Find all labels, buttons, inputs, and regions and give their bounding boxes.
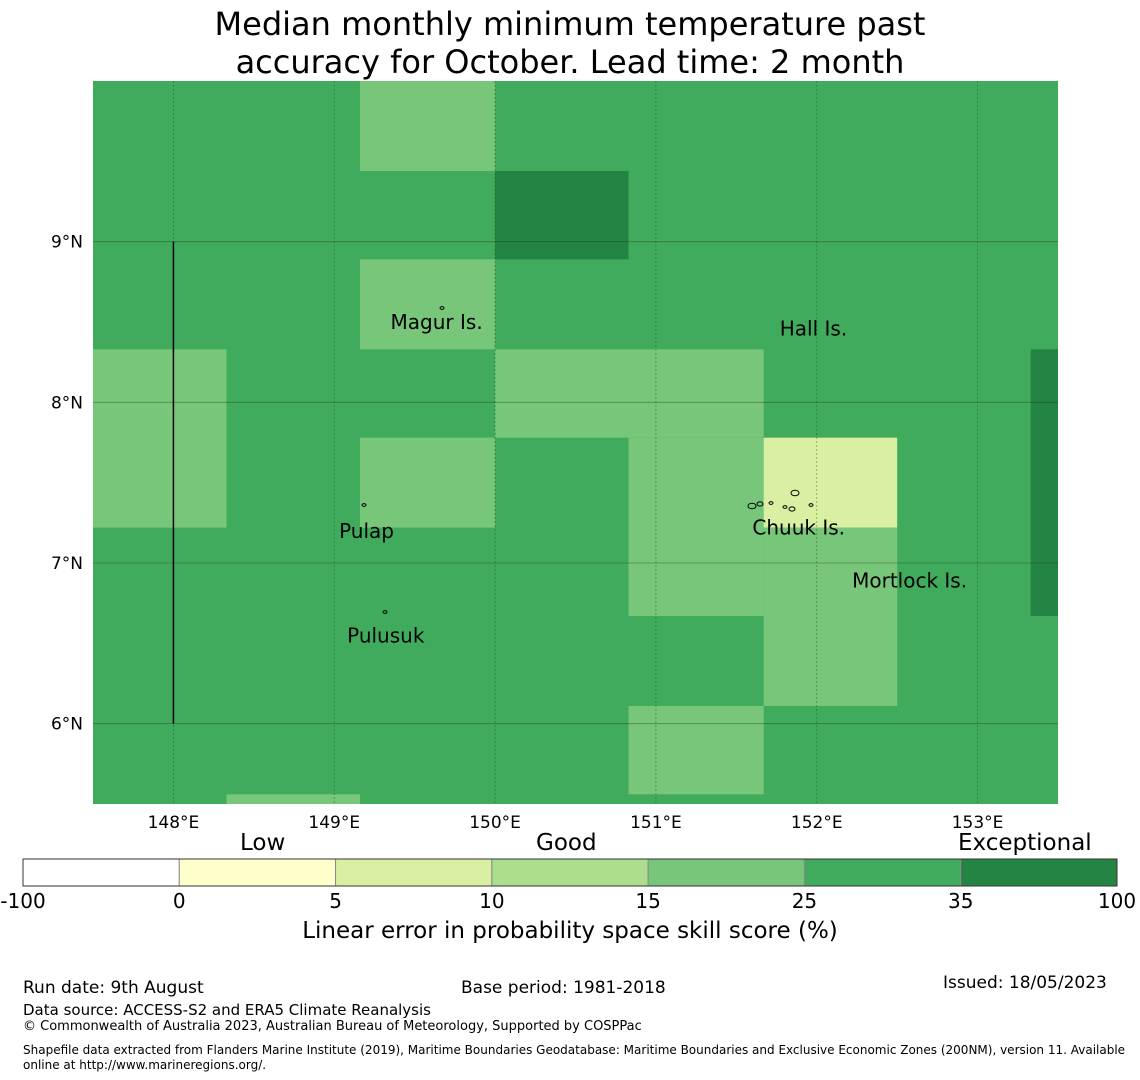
skill-grid-cell: [1030, 349, 1058, 617]
shapefile-credit: Shapefile data extracted from Flanders M…: [23, 1043, 1126, 1072]
place-label: Mortlock Is.: [852, 569, 967, 593]
colorbar-tick-label: 35: [948, 889, 973, 913]
skill-grid-cell: [495, 349, 764, 438]
data-source: Data source: ACCESS-S2 and ERA5 Climate …: [23, 1001, 431, 1019]
base-period: Base period: 1981-2018: [461, 978, 666, 998]
skill-grid-cell: [226, 794, 360, 804]
colorbar-tick-label: -100: [0, 889, 45, 913]
colorbar-segment: [178, 858, 337, 887]
copyright-notice: © Commonwealth of Australia 2023, Austra…: [23, 1019, 642, 1034]
latitude-tick-label: 7°N: [51, 554, 83, 574]
skill-grid-cell: [359, 259, 496, 350]
island-outline: [788, 506, 796, 512]
colorbar-tick-label: 15: [635, 889, 660, 913]
colorbar-segment: [335, 858, 493, 887]
skill-grid-cell: [628, 437, 764, 617]
colorbar-label: Linear error in probability space skill …: [302, 918, 838, 944]
latitude-tick-label: 9°N: [51, 233, 83, 253]
island-outline: [382, 610, 388, 614]
longitude-tick-label: 148°E: [148, 813, 200, 833]
longitude-tick-label: 151°E: [630, 813, 682, 833]
island-outline: [768, 501, 774, 505]
colorbar-frame: [22, 858, 1118, 887]
colorbar-tick-label: 100: [1098, 889, 1136, 913]
skill-grid-cell: [359, 81, 496, 171]
colorbar-tick-label: 25: [792, 889, 817, 913]
colorbar-segment: [803, 858, 962, 887]
island-outline: [782, 505, 788, 509]
run-date: Run date: 9th August: [23, 978, 204, 998]
place-label: Chuuk Is.: [752, 516, 845, 540]
map-title-line-1: Median monthly minimum temperature past: [214, 5, 926, 43]
longitude-tick-label: 150°E: [469, 813, 521, 833]
island-outline: [756, 501, 764, 507]
skill-grid-cell: [359, 437, 496, 528]
colorbar-category-good: Good: [536, 830, 597, 856]
place-label: Pulusuk: [347, 623, 425, 647]
island-outline: [439, 306, 445, 310]
longitude-tick-label: 149°E: [308, 813, 360, 833]
longitude-tick-label: 153°E: [952, 813, 1004, 833]
axis-ticks: 148°E 149°E 150°E 151°E 152°E 153°E 9°N 8°N 7°N 6…: [51, 233, 1003, 833]
colorbar-tick-label: 10: [479, 889, 504, 913]
place-label: Pulap: [339, 519, 394, 543]
skill-grid-cell: [763, 437, 898, 528]
latitude-tick-label: 6°N: [51, 715, 83, 735]
colorbar-segment: [647, 858, 805, 887]
island-outline: [361, 503, 367, 507]
island-outline: [747, 502, 757, 510]
skill-grid-cell: [763, 527, 898, 706]
colorbar-segment: [22, 858, 180, 887]
colorbar-segment: [960, 858, 1118, 887]
map-title-line-2: accuracy for October. Lead time: 2 month: [235, 43, 905, 81]
skill-grid-cell: [93, 349, 227, 528]
issued-date: Issued: 18/05/2023: [943, 973, 1107, 993]
skill-grid-cell: [495, 170, 629, 260]
latitude-tick-label: 8°N: [51, 393, 83, 413]
skill-grid-cell: [628, 705, 764, 795]
colorbar-category-exceptional: Exceptional: [958, 830, 1092, 856]
colorbar-tick-label: 5: [329, 889, 342, 913]
place-label: Magur Is.: [391, 310, 483, 334]
colorbar: -100 0 5 10 15 25 35 100: [0, 858, 1136, 913]
colorbar-segment: [491, 858, 649, 887]
island-outline: [790, 489, 800, 497]
island-outline: [808, 503, 814, 507]
colorbar-category-low: Low: [240, 830, 286, 856]
colorbar-tick-label: 0: [173, 889, 186, 913]
longitude-tick-label: 152°E: [791, 813, 843, 833]
place-label: Hall Is.: [780, 316, 847, 340]
map-area: Magur Is. Hall Is. Pulap Chuuk Is. Mortlock …: [93, 81, 1058, 804]
